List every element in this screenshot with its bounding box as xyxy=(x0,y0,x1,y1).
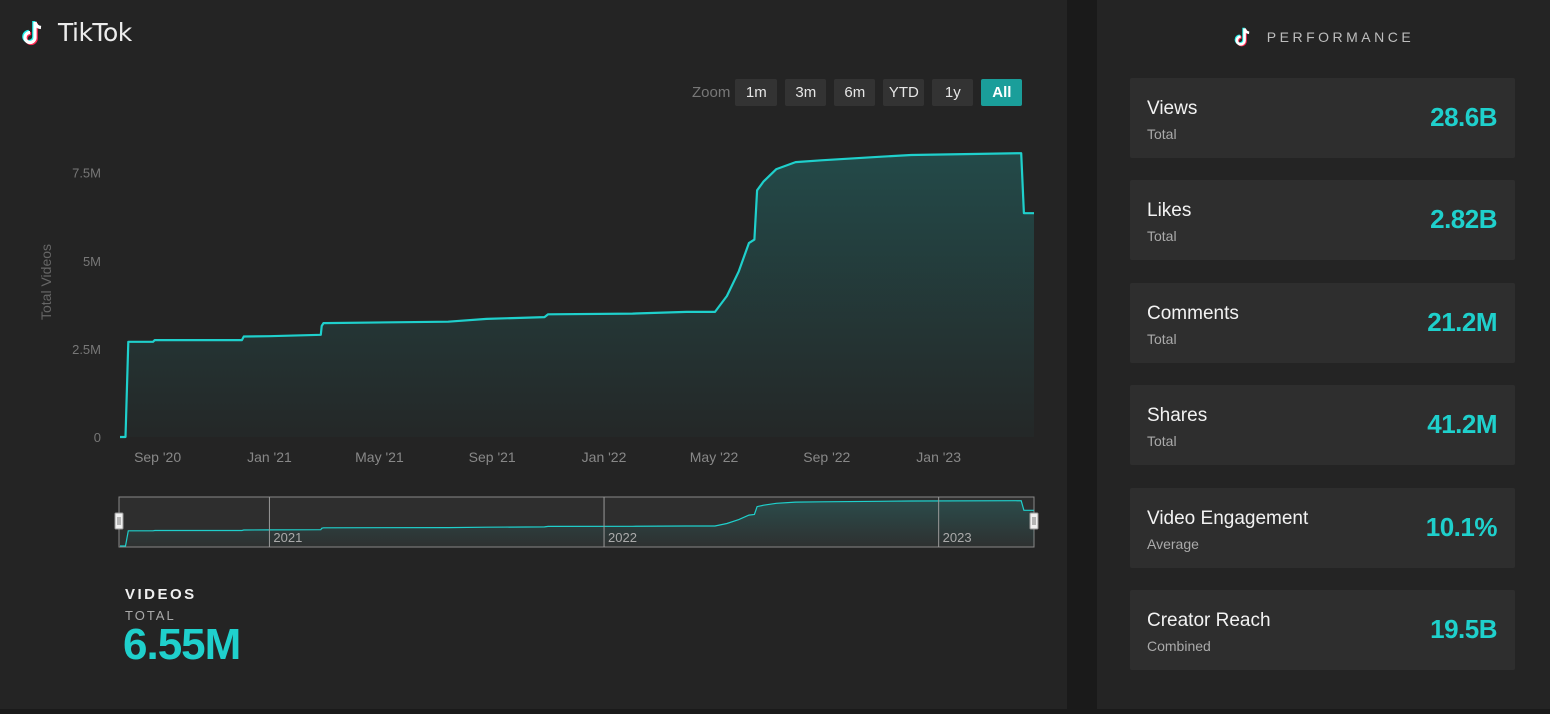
metric-card-video-engagement: Video Engagement Average 10.1% xyxy=(1130,488,1515,568)
videos-panel: TikTok Zoom 1m 3m 6m YTD 1y All Total Vi… xyxy=(20,18,1039,669)
metric-value: 2.82B xyxy=(1430,204,1497,234)
performance-header: PERFORMANCE xyxy=(1097,26,1550,48)
metric-card-views: Views Total 28.6B xyxy=(1130,78,1515,158)
metric-value: 19.5B xyxy=(1430,614,1497,644)
navigator[interactable]: 2021 2022 2023 xyxy=(114,496,1039,548)
metric-value: 41.2M xyxy=(1427,409,1497,439)
metric-label: Video Engagement xyxy=(1147,508,1309,529)
metric-sublabel: Combined xyxy=(1147,638,1211,654)
x-tick-label: Sep '21 xyxy=(469,449,516,465)
brand-name: TikTok xyxy=(58,18,132,47)
tiktok-logo-icon xyxy=(22,20,42,45)
metric-sublabel: Total xyxy=(1147,126,1177,142)
metric-card-likes: Likes Total 2.82B xyxy=(1130,180,1515,260)
metric-sublabel: Total xyxy=(1147,228,1177,244)
metric-card-comments: Comments Total 21.2M xyxy=(1130,283,1515,363)
zoom-1m-button[interactable]: 1m xyxy=(735,79,778,106)
x-tick-label: Jan '21 xyxy=(247,449,292,465)
x-tick-label: Sep '22 xyxy=(803,449,850,465)
metric-label: Shares xyxy=(1147,405,1208,426)
metric-label: Likes xyxy=(1147,200,1192,221)
navigator-area xyxy=(120,500,1034,546)
series-area xyxy=(120,153,1034,437)
zoom-3m-button[interactable]: 3m xyxy=(785,79,827,106)
brand: TikTok xyxy=(20,18,132,47)
x-tick-label: May '21 xyxy=(355,449,404,465)
metric-value: 28.6B xyxy=(1430,102,1497,132)
metric-label: Comments xyxy=(1147,303,1239,324)
x-tick-label: Sep '20 xyxy=(134,449,181,465)
metric-card-shares: Shares Total 41.2M xyxy=(1130,385,1515,465)
y-tick-label: 7.5M xyxy=(72,166,101,181)
x-tick-label: Jan '22 xyxy=(582,449,627,465)
videos-subcaption: TOTAL xyxy=(125,608,176,623)
zoom-6m-button[interactable]: 6m xyxy=(834,79,876,106)
metric-value: 10.1% xyxy=(1425,512,1498,542)
navigator-left-handle[interactable] xyxy=(114,512,124,530)
y-tick-label: 5M xyxy=(83,254,101,269)
metric-sublabel: Total xyxy=(1147,331,1177,347)
performance-title: PERFORMANCE xyxy=(1266,29,1415,45)
tiktok-logo-icon xyxy=(1234,27,1250,47)
metric-sublabel: Total xyxy=(1147,433,1177,449)
metric-label: Views xyxy=(1147,98,1198,119)
videos-total-value: 6.55M xyxy=(123,620,241,669)
metric-label: Creator Reach xyxy=(1147,610,1271,631)
y-tick-label: 2.5M xyxy=(72,342,101,357)
videos-caption: VIDEOS xyxy=(125,586,197,603)
metric-sublabel: Average xyxy=(1147,536,1199,552)
videos-chart: Total Videos 0 2.5M 5M 7.5M Sep '20 Jan '21 M… xyxy=(38,152,1039,548)
y-axis-title: Total Videos xyxy=(38,244,54,320)
series-line xyxy=(120,152,1034,439)
zoom-label: Zoom xyxy=(692,84,731,101)
y-tick-label: 0 xyxy=(94,430,101,445)
navigator-right-handle[interactable] xyxy=(1029,512,1039,530)
performance-panel: PERFORMANCE Views Total 28.6B Likes Tota… xyxy=(1097,0,1550,709)
x-tick-label: May '22 xyxy=(690,449,739,465)
navigator-year-label: 2021 xyxy=(273,530,302,545)
x-tick-label: Jan '23 xyxy=(916,449,961,465)
zoom-all-button[interactable]: All xyxy=(981,79,1023,106)
zoom-1y-button[interactable]: 1y xyxy=(932,79,974,106)
zoom-ytd-button[interactable]: YTD xyxy=(883,79,925,106)
navigator-year-label: 2022 xyxy=(608,530,637,545)
metric-value: 21.2M xyxy=(1427,307,1497,337)
zoom-controls: Zoom 1m 3m 6m YTD 1y All xyxy=(692,79,1030,106)
metric-card-creator-reach: Creator Reach Combined 19.5B xyxy=(1130,590,1515,670)
navigator-year-label: 2023 xyxy=(943,530,972,545)
navigator-line xyxy=(120,500,1034,547)
